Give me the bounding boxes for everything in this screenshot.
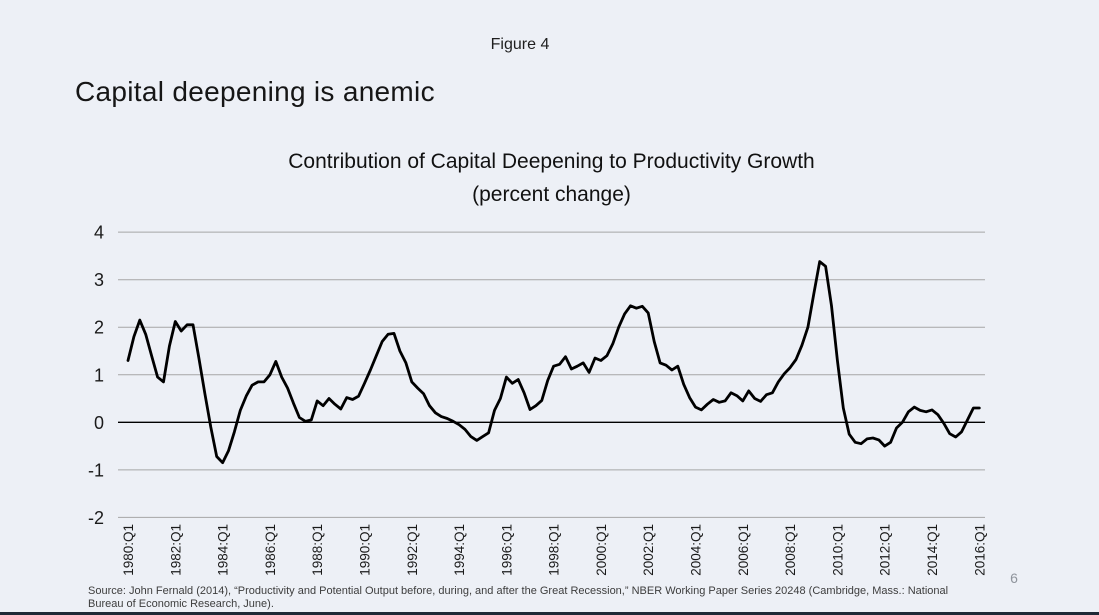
- data-line: [126, 260, 981, 465]
- source-line-1: Source: John Fernald (2014), “Productivi…: [88, 585, 949, 597]
- svg-text:-1: -1: [88, 460, 104, 480]
- svg-text:1992:Q1: 1992:Q1: [405, 524, 420, 576]
- chart-title: Contribution of Capital Deepening to Pro…: [288, 150, 815, 173]
- svg-text:1: 1: [94, 365, 104, 385]
- svg-text:2010:Q1: 2010:Q1: [830, 524, 845, 576]
- svg-text:1984:Q1: 1984:Q1: [216, 524, 231, 576]
- svg-text:1980:Q1: 1980:Q1: [121, 524, 136, 576]
- y-axis-labels: 4 3 2 1 0 -1 -2: [88, 223, 104, 528]
- svg-text:1990:Q1: 1990:Q1: [358, 524, 373, 576]
- svg-text:1988:Q1: 1988:Q1: [310, 524, 325, 576]
- gridlines: [118, 231, 985, 518]
- svg-text:-2: -2: [88, 508, 104, 528]
- svg-text:2014:Q1: 2014:Q1: [925, 524, 940, 576]
- svg-text:1986:Q1: 1986:Q1: [263, 524, 278, 576]
- page-number: 6: [1010, 570, 1018, 586]
- svg-text:2: 2: [94, 318, 104, 338]
- svg-text:2000:Q1: 2000:Q1: [594, 524, 609, 576]
- svg-text:2002:Q1: 2002:Q1: [641, 524, 656, 576]
- svg-text:1994:Q1: 1994:Q1: [452, 524, 467, 576]
- svg-text:0: 0: [94, 413, 104, 433]
- svg-text:2006:Q1: 2006:Q1: [736, 524, 751, 576]
- figure-label: Figure 4: [490, 36, 550, 53]
- svg-text:2012:Q1: 2012:Q1: [878, 524, 893, 576]
- svg-text:3: 3: [94, 270, 104, 290]
- svg-text:4: 4: [94, 223, 104, 243]
- svg-text:1996:Q1: 1996:Q1: [499, 524, 514, 576]
- svg-text:1998:Q1: 1998:Q1: [547, 524, 562, 576]
- x-axis-labels: 1980:Q1 1982:Q1 1984:Q1 1986:Q1 1988:Q1 1990:…: [121, 524, 987, 576]
- bottom-accent-bar: [0, 612, 1099, 615]
- svg-text:1982:Q1: 1982:Q1: [168, 524, 183, 576]
- page-title: Capital deepening is anemic: [75, 76, 435, 107]
- chart-subtitle: (percent change): [472, 183, 631, 206]
- svg-text:2016:Q1: 2016:Q1: [972, 524, 987, 576]
- svg-text:2004:Q1: 2004:Q1: [689, 524, 704, 576]
- svg-text:2008:Q1: 2008:Q1: [783, 524, 798, 576]
- source-line-2: Bureau of Economic Research, June).: [88, 598, 274, 610]
- source-note: Source: John Fernald (2014), “Productivi…: [88, 585, 1048, 611]
